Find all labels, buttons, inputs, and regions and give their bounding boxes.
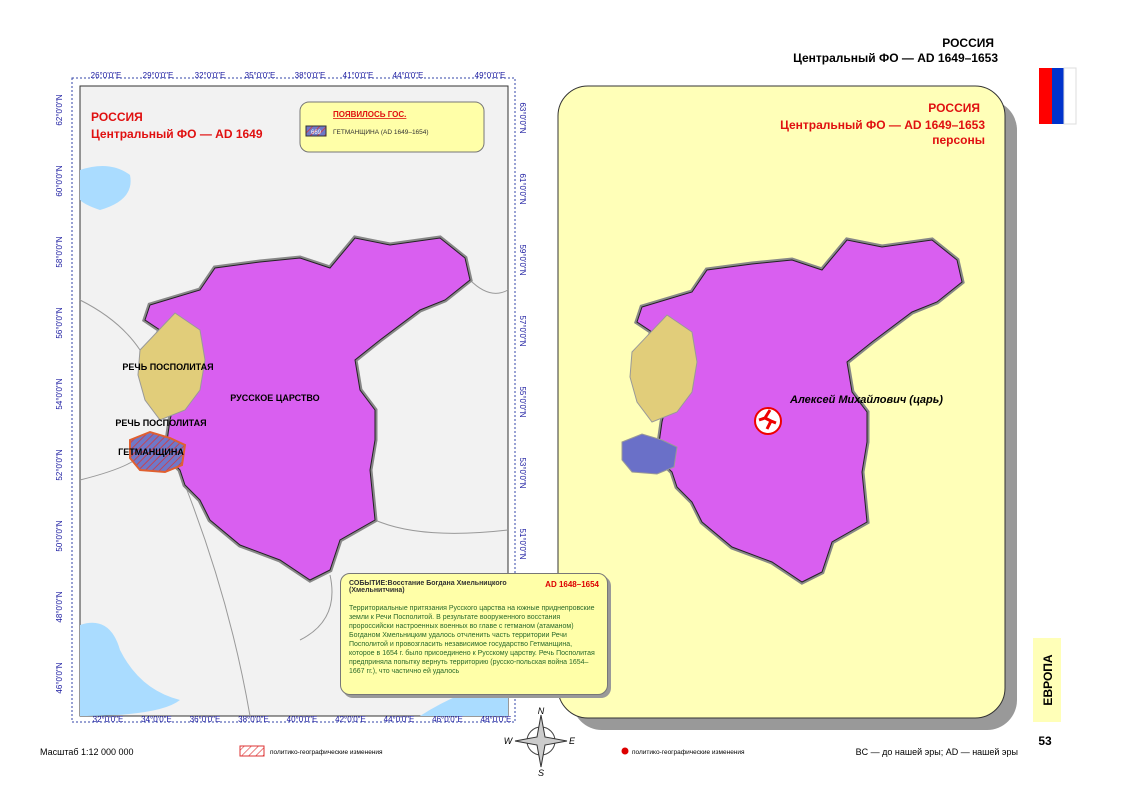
top-tick: 44°0'0"E (393, 71, 424, 80)
header-subtitle: Центральный ФО — AD 1649–1653 (793, 51, 998, 65)
compass-letter: N (538, 706, 545, 716)
page-number: 53 (1038, 734, 1052, 748)
right-tick: 57°0'0"N (518, 315, 527, 346)
right-tick: 53°0'0"N (518, 457, 527, 488)
right-map (621, 240, 962, 582)
top-tick: 26°0'0"E (91, 71, 122, 80)
bottom-tick: 46°0'0"E (432, 715, 463, 724)
top-tick: 35°0'0"E (245, 71, 276, 80)
bottom-tick: 32°0'0"E (93, 715, 124, 724)
water (80, 622, 180, 716)
left-tick: 52°0'0"N (55, 449, 64, 480)
footer-legend: политико-географические изменения (270, 749, 383, 756)
top-tick: 32°0'0"E (195, 71, 226, 80)
top-tick: 38°0'0"E (295, 71, 326, 80)
footer-note: BC — до нашей эры; AD — нашей эры (856, 747, 1018, 757)
map-title: РОССИЯ (91, 110, 143, 124)
right-tick: 63°0'0"N (518, 102, 527, 133)
scale: Масштаб 1:12 000 000 (40, 747, 134, 757)
hetmanate (621, 433, 678, 475)
panel-caption: персоны (932, 133, 985, 147)
left-tick: 46°0'0"N (55, 662, 64, 693)
compass-star (514, 714, 568, 768)
left-tick: 60°0'0"N (55, 165, 64, 196)
region: ЕВРОПА (1041, 654, 1055, 705)
right-tick: 61°0'0"N (518, 173, 527, 204)
left-tick: 62°0'0"N (55, 94, 64, 125)
region-tab (1033, 638, 1061, 722)
flag (1063, 67, 1077, 125)
left-tick: 48°0'0"N (55, 591, 64, 622)
footer-dot (621, 747, 629, 755)
ticks: 26°0'0"E 29°0'0"E 32°0'0"E 35°0'0"E 38°0'0"E… (55, 71, 527, 724)
header-country: РОССИЯ (942, 36, 994, 50)
event-text: Территориальные притязания Русского царс… (349, 605, 595, 675)
water (80, 166, 131, 210)
rzeczpospolita (629, 314, 698, 423)
top-tick: 29°0'0"E (143, 71, 174, 80)
left-tick: 56°0'0"N (55, 307, 64, 338)
map-subtitle: Центральный ФО — AD 1649 (91, 127, 263, 141)
event-date: AD 1648–1654 (545, 580, 599, 589)
right-tick: 51°0'0"N (518, 528, 527, 559)
hetmanate (129, 430, 187, 474)
left-tick: 54°0'0"N (55, 378, 64, 409)
map-label: РЕЧЬ ПОСПОЛИТАЯ (122, 362, 213, 372)
compass-letter: W (504, 736, 514, 746)
rzeczpospolita (137, 312, 206, 421)
right-tick: 59°0'0"N (518, 244, 527, 275)
bottom-tick: 48°0'0"E (481, 715, 512, 724)
flag (1052, 68, 1064, 124)
compass: N W E S (504, 706, 576, 778)
bottom-tick: 38°0'0"E (238, 715, 269, 724)
bottom-tick: 44°0'0"E (384, 715, 415, 724)
legend-title: ПОЯВИЛОСЬ ГОС. (333, 110, 406, 119)
event-title: СОБЫТИЕ:Восстание Богдана Хмельницкого (… (349, 580, 507, 594)
footer-swatch (239, 745, 265, 757)
legend-code: 669 (311, 130, 322, 136)
bottom-tick: 42°0'0"E (335, 715, 366, 724)
bottom-tick: 34°0'0"E (141, 715, 172, 724)
left-tick: 58°0'0"N (55, 236, 64, 267)
border (79, 279, 509, 717)
legend-swatch (305, 125, 327, 137)
panel-subtitle: Центральный ФО — AD 1649–1653 (780, 118, 985, 132)
person-icon-figure (758, 409, 777, 430)
bottom-tick: 36°0'0"E (190, 715, 221, 724)
flag (1039, 68, 1052, 124)
bottom-tick: 40°0'0"E (287, 715, 318, 724)
legend (299, 101, 485, 153)
top-tick: 49°0'0"E (475, 71, 506, 80)
footer-legend: политико-географические изменения (632, 749, 745, 756)
compass-letter: E (569, 736, 576, 746)
event-box: СОБЫТИЕ:Восстание Богдана Хмельницкого (… (340, 573, 608, 695)
compass-letter: S (538, 768, 544, 778)
right-tick: 55°0'0"N (518, 386, 527, 417)
top-tick: 41°0'0"E (343, 71, 374, 80)
legend-entry: ГЕТМАНЩИНА (AD 1649–1654) (333, 129, 429, 136)
map-label: РЕЧЬ ПОСПОЛИТАЯ (115, 418, 206, 428)
map-label: РУССКОЕ ЦАРСТВО (230, 393, 319, 403)
map-label: ГЕТМАНЩИНА (118, 447, 184, 457)
left-tick: 50°0'0"N (55, 520, 64, 551)
panel-title: РОССИЯ (928, 101, 980, 115)
person-name[interactable]: Алексей Михайлович (царь) (789, 394, 943, 406)
